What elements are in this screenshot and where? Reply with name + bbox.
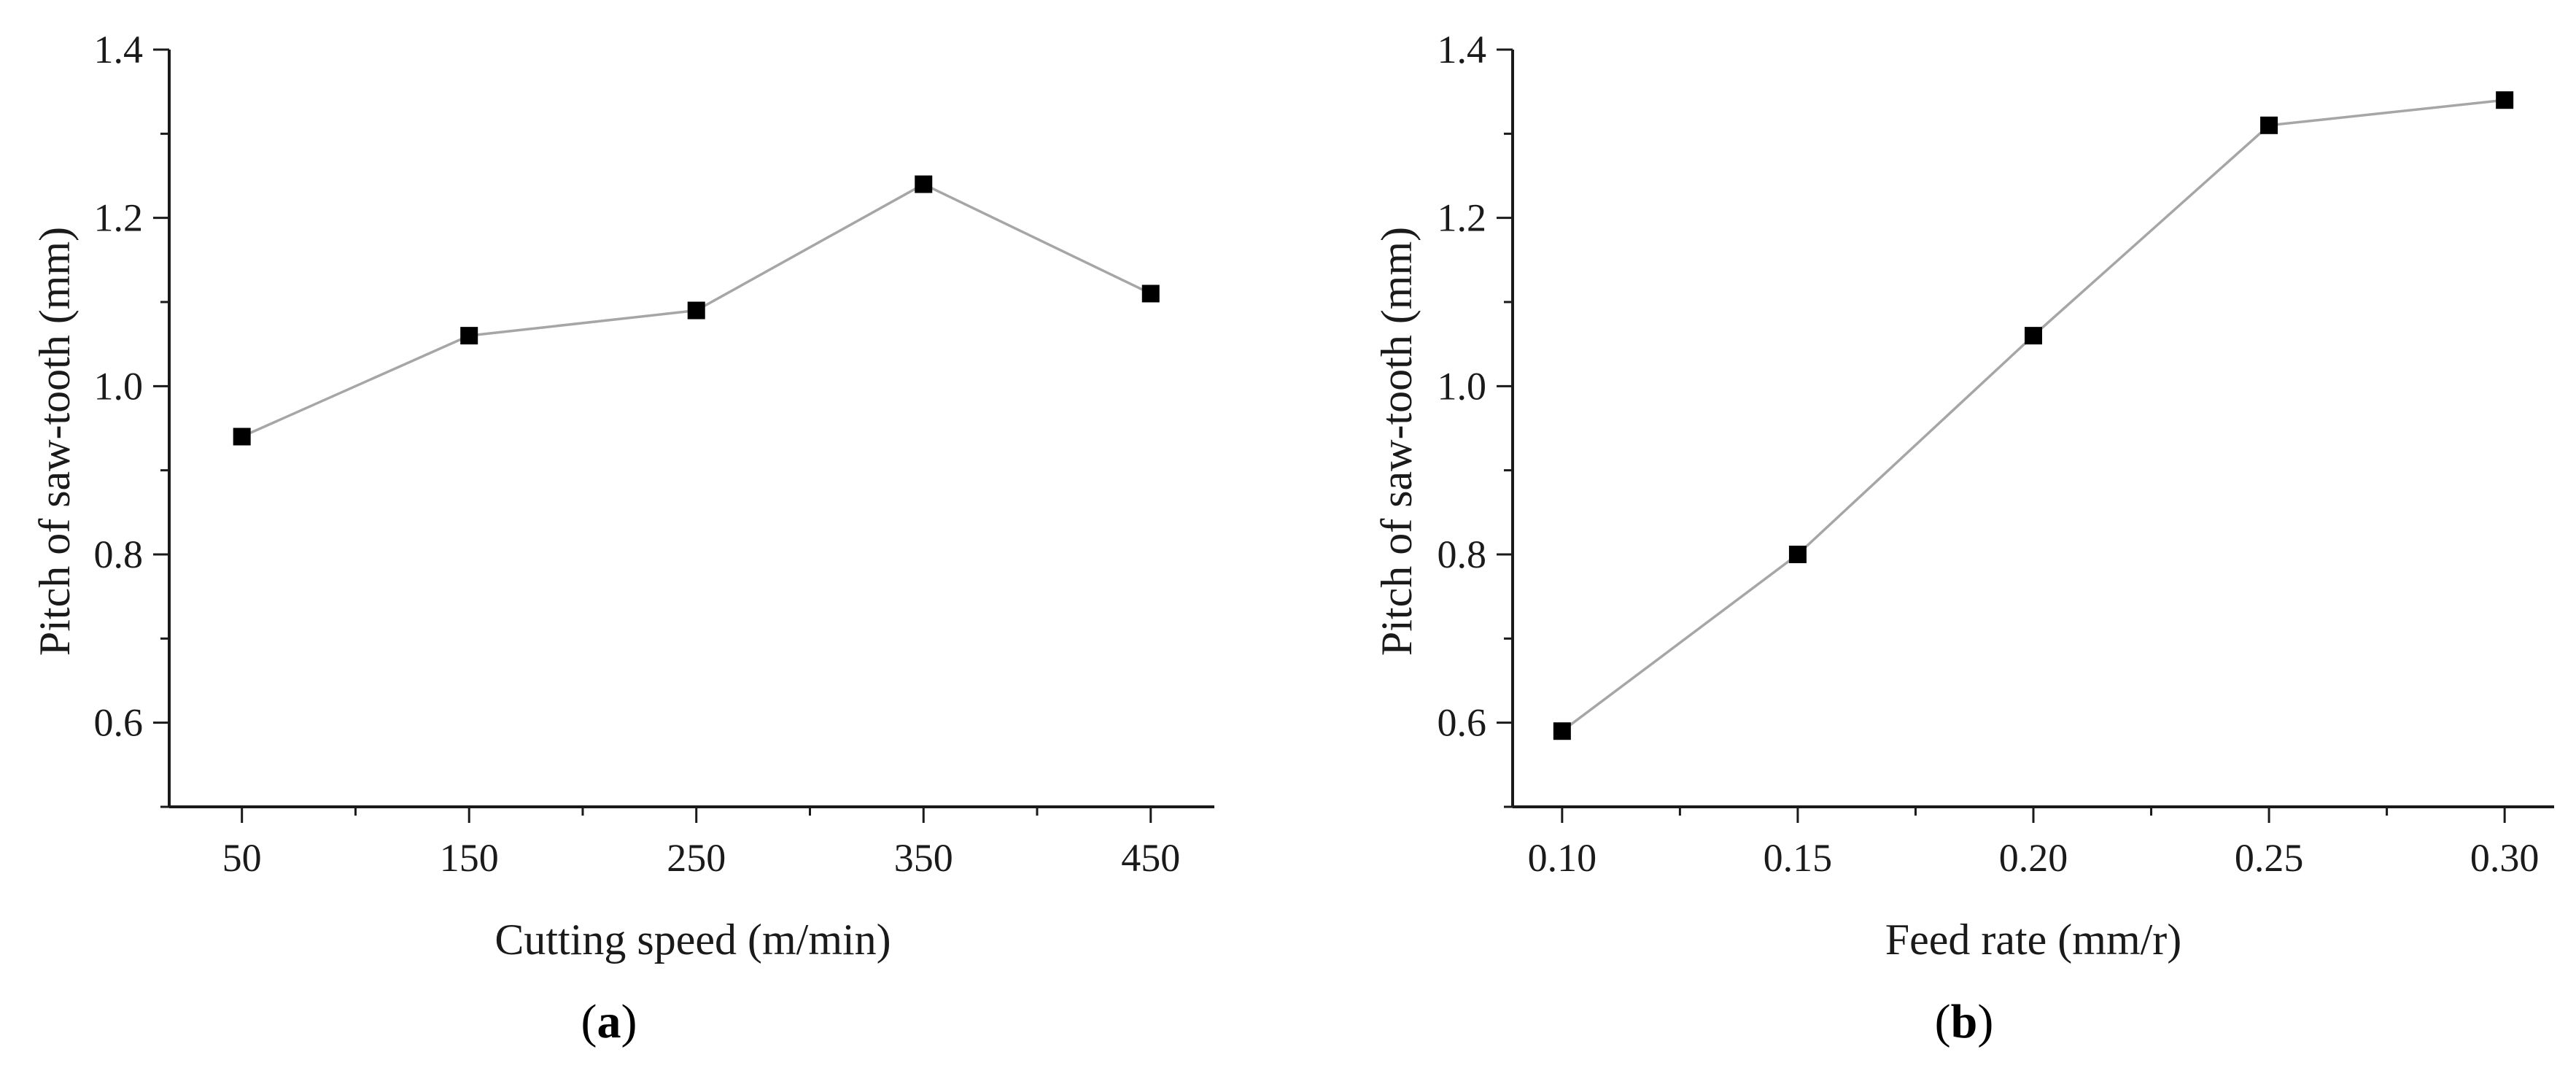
chart-b-y-tick-labels: 0.6 0.8 1.0 1.2 1.4 — [1438, 28, 1487, 745]
chart-a-x-tick-label: 150 — [440, 836, 499, 880]
chart-a-x-tick-label: 250 — [667, 836, 726, 880]
chart-a-data-point — [233, 427, 251, 446]
chart-b-caption-open-paren: ( — [1935, 995, 1951, 1048]
chart-b-x-tick-label: 0.30 — [2470, 836, 2540, 880]
chart-b-data-point — [2260, 116, 2278, 134]
chart-a-x-tick-label: 50 — [222, 836, 262, 880]
chart-a-series — [233, 175, 1160, 446]
chart-a-caption-open-paren: ( — [581, 995, 597, 1048]
chart-a-caption-letter: a — [597, 995, 621, 1048]
chart-a-data-point — [1141, 285, 1160, 303]
chart-b-x-tick-label: 0.25 — [2235, 836, 2304, 880]
chart-b-ticks — [1497, 48, 2506, 823]
chart-b-y-tick-label: 0.8 — [1438, 533, 1487, 576]
chart-a-cutting-speed: 0.6 0.8 1.0 1.2 1.4 50 150 250 350 450 Cutting s… — [31, 28, 1214, 1048]
chart-b-series — [1553, 91, 2514, 740]
chart-a-y-axis-label: Pitch of saw-tooth (mm) — [31, 227, 79, 656]
chart-b-x-tick-label: 0.15 — [1764, 836, 1833, 880]
chart-b-y-tick-label: 0.6 — [1438, 701, 1487, 745]
chart-b-data-point — [1553, 722, 1571, 740]
chart-b-y-tick-label: 1.4 — [1438, 28, 1487, 71]
chart-a-x-tick-labels: 50 150 250 350 450 — [222, 836, 1181, 880]
chart-b-y-tick-label: 1.2 — [1438, 196, 1487, 240]
chart-a-y-tick-label: 1.0 — [94, 364, 144, 408]
chart-a-y-tick-label: 0.8 — [94, 533, 144, 576]
chart-b-feed-rate: 0.6 0.8 1.0 1.2 1.4 0.10 0.15 0.20 0.25 0.30 Fee… — [1373, 28, 2554, 1048]
chart-b-data-point — [1788, 546, 1807, 563]
chart-a-data-point — [687, 301, 705, 320]
chart-a-x-axis-label: Cutting speed (m/min) — [494, 916, 891, 964]
chart-a-y-tick-label: 0.6 — [94, 701, 144, 745]
chart-b-x-tick-label: 0.10 — [1528, 836, 1597, 880]
chart-b-data-point — [2025, 327, 2042, 345]
chart-b-data-point — [2496, 91, 2514, 109]
chart-a-x-tick-label: 350 — [894, 836, 953, 880]
chart-a-data-point — [460, 327, 478, 345]
chart-b-caption: (b) — [1935, 995, 1994, 1048]
chart-a-axes — [168, 50, 1214, 808]
chart-a-data-point — [915, 175, 933, 193]
chart-a-y-tick-label: 1.4 — [94, 28, 144, 71]
chart-b-axes — [1511, 50, 2554, 808]
chart-b-caption-letter: b — [1951, 995, 1978, 1048]
chart-a-y-tick-labels: 0.6 0.8 1.0 1.2 1.4 — [94, 28, 144, 745]
chart-b-y-axis-label: Pitch of saw-tooth (mm) — [1373, 227, 1421, 656]
chart-a-x-tick-label: 450 — [1121, 836, 1180, 880]
chart-a-caption: (a) — [581, 995, 637, 1048]
chart-a-ticks — [153, 48, 1152, 823]
chart-b-y-tick-label: 1.0 — [1438, 364, 1487, 408]
chart-a-caption-close-paren: ) — [621, 995, 637, 1048]
chart-b-x-tick-labels: 0.10 0.15 0.20 0.25 0.30 — [1528, 836, 2540, 880]
chart-b-series-line — [1561, 98, 2505, 732]
chart-b-x-tick-label: 0.20 — [1999, 836, 2068, 880]
chart-b-x-axis-label: Feed rate (mm/r) — [1885, 916, 2182, 964]
chart-a-y-tick-label: 1.2 — [94, 196, 144, 240]
chart-b-caption-close-paren: ) — [1977, 995, 1993, 1048]
